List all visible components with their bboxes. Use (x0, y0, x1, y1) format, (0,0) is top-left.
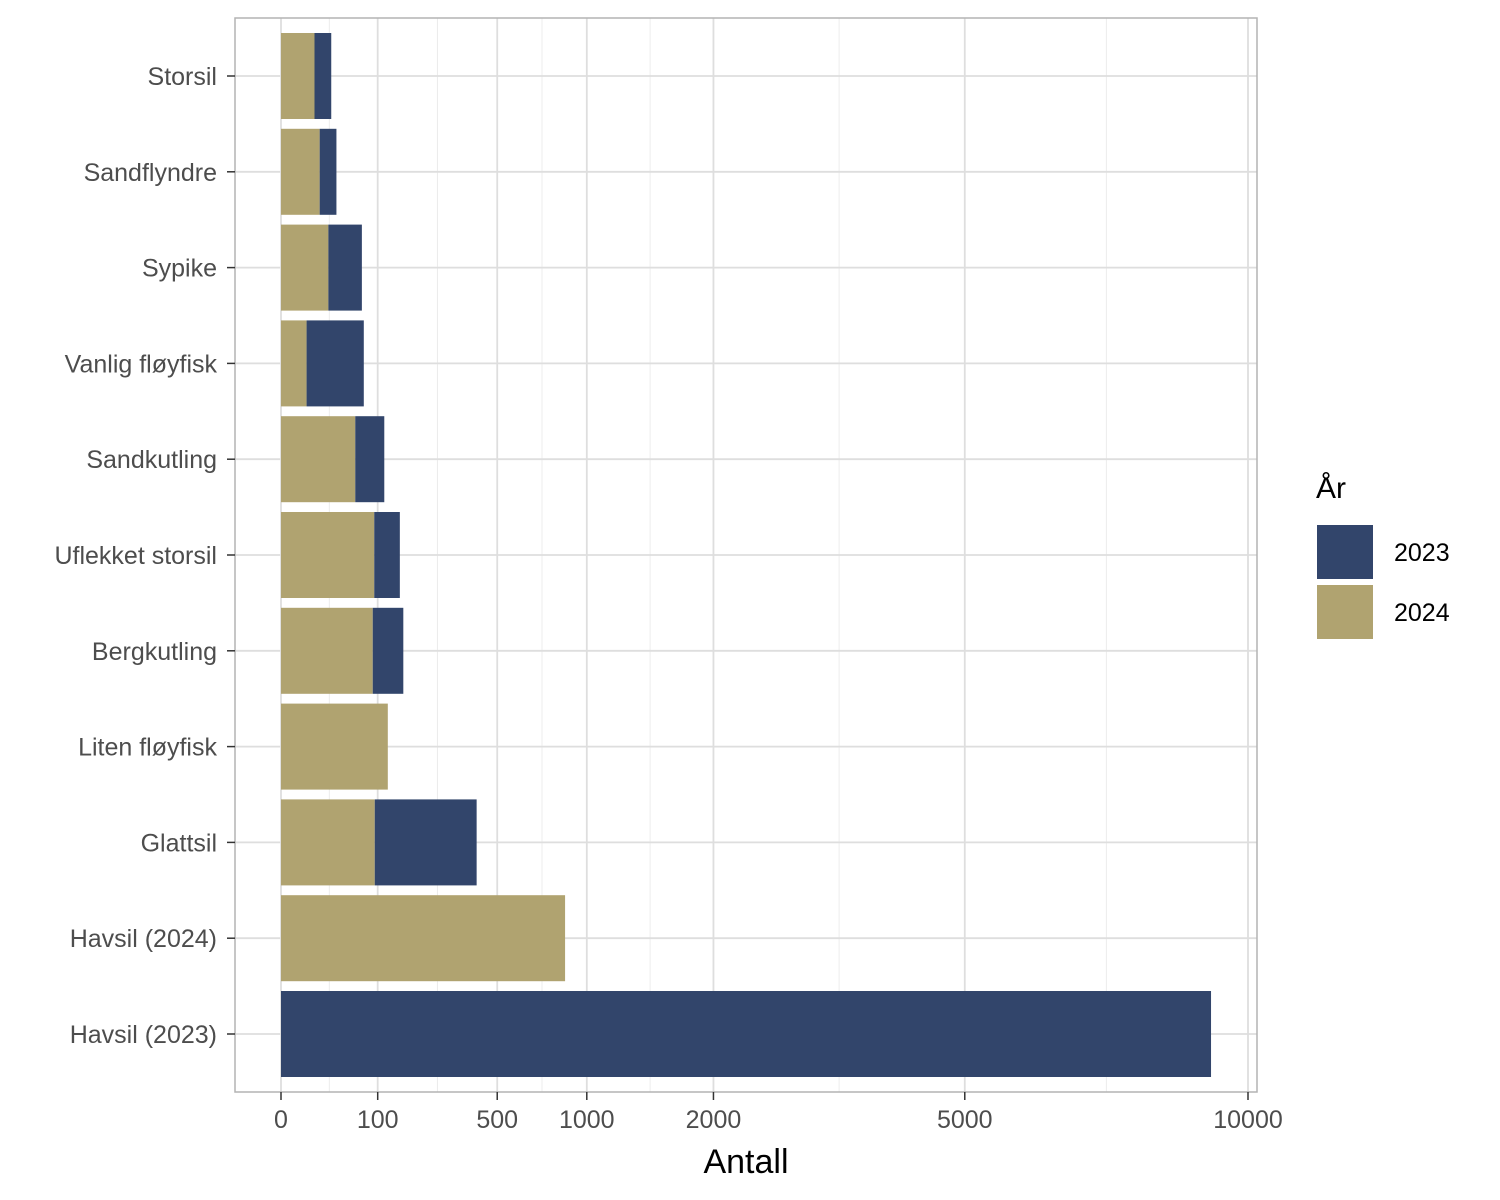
bar-2024 (281, 512, 375, 598)
y-axis: Storsil Sandflyndre Sypike Vanlig fløyfisk S… (54, 63, 235, 1049)
y-tick-label: Havsil (2024) (70, 925, 217, 953)
bars (281, 33, 1212, 1077)
bar-2023 (306, 320, 364, 407)
y-tick-label: Liten fløyfisk (78, 734, 217, 762)
legend: År 2023 2024 (1316, 472, 1450, 639)
bar-2024 (281, 33, 315, 119)
y-tick-label: Bergkutling (92, 638, 217, 666)
bar-2023 (328, 224, 362, 311)
bar-2024 (281, 895, 566, 982)
bar-2023 (355, 416, 385, 503)
y-tick-label: Glattsil (141, 829, 217, 857)
y-tick-label: Havsil (2023) (70, 1021, 217, 1049)
bar-2023 (281, 991, 1212, 1077)
legend-title: År (1316, 472, 1346, 505)
y-tick-label: Sandkutling (86, 446, 217, 474)
x-tick-label: 2000 (686, 1106, 742, 1134)
y-tick-label: Vanlig fløyfisk (65, 350, 218, 378)
bar-2023 (314, 33, 332, 119)
y-tick-label: Sandflyndre (84, 159, 217, 187)
bar-2023 (374, 512, 400, 598)
x-axis: 0 100 500 1000 2000 5000 10000 (274, 1092, 1283, 1134)
y-tick-label: Sypike (142, 255, 217, 283)
bar-2023 (319, 128, 337, 215)
bar-2024 (281, 128, 320, 215)
y-tick-label: Uflekket storsil (54, 542, 217, 570)
x-tick-label: 500 (476, 1106, 518, 1134)
bar-2024 (281, 799, 375, 886)
bar-2024 (281, 320, 307, 407)
x-tick-label: 100 (357, 1106, 399, 1134)
legend-label: 2023 (1394, 539, 1450, 567)
bar-2024 (281, 416, 356, 503)
bar-2023 (374, 799, 477, 886)
legend-label: 2024 (1394, 599, 1450, 627)
bar-2023 (372, 607, 404, 694)
x-tick-label: 5000 (937, 1106, 993, 1134)
x-tick-label: 10000 (1213, 1106, 1283, 1134)
legend-swatch-2024 (1317, 585, 1373, 639)
legend-swatch-2023 (1317, 525, 1373, 579)
x-tick-label: 1000 (559, 1106, 615, 1134)
x-axis-title: Antall (703, 1143, 788, 1181)
bar-2024 (281, 224, 329, 311)
grid (235, 18, 1257, 1092)
y-tick-label: Storsil (148, 63, 217, 91)
x-tick-label: 0 (274, 1106, 288, 1134)
bar-2024 (281, 607, 373, 694)
bar-2024 (281, 703, 388, 790)
